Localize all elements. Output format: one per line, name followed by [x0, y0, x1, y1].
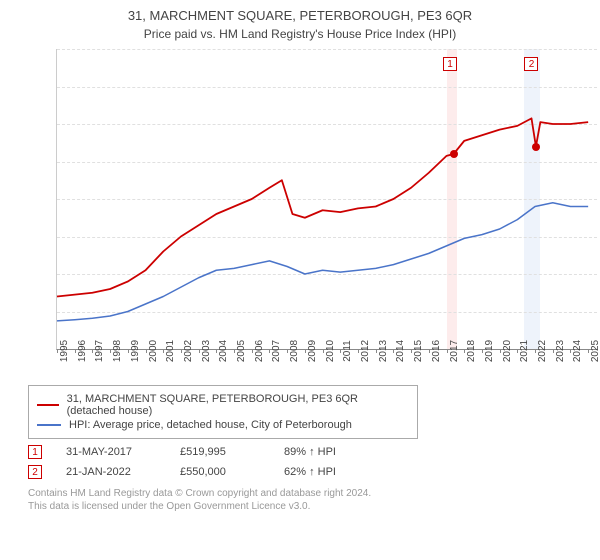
chart-marker-dot — [532, 143, 540, 151]
page-title: 31, MARCHMENT SQUARE, PETERBOROUGH, PE3 … — [0, 0, 600, 23]
footer-note: Contains HM Land Registry data © Crown c… — [28, 479, 588, 513]
transaction-row: 1 31-MAY-2017 £519,995 89% ↑ HPI — [28, 439, 588, 459]
x-tick-label: 2015 — [413, 340, 424, 362]
x-tick-label: 1998 — [112, 340, 123, 362]
x-tick-label: 1999 — [130, 340, 141, 362]
x-tick-label: 2003 — [201, 340, 212, 362]
x-tick-label: 2005 — [236, 340, 247, 362]
legend-box: 31, MARCHMENT SQUARE, PETERBOROUGH, PE3 … — [28, 385, 418, 439]
transaction-marker: 1 — [28, 445, 42, 459]
x-tick-label: 2004 — [218, 340, 229, 362]
x-tick-label: 2011 — [342, 340, 353, 362]
transaction-date: 21-JAN-2022 — [66, 466, 156, 478]
x-tick-label: 2001 — [165, 340, 176, 362]
transaction-price: £550,000 — [180, 466, 260, 478]
transaction-row: 2 21-JAN-2022 £550,000 62% ↑ HPI — [28, 459, 588, 479]
legend-swatch — [37, 424, 61, 426]
x-tick-label: 1997 — [94, 340, 105, 362]
series-hpi — [57, 203, 588, 321]
chart-area: 12 1995199619971998199920002001200220032… — [40, 49, 600, 379]
chart-container: 31, MARCHMENT SQUARE, PETERBOROUGH, PE3 … — [0, 0, 600, 560]
x-tick-label: 2007 — [271, 340, 282, 362]
legend-label: HPI: Average price, detached house, City… — [69, 419, 352, 431]
footer-line1: Contains HM Land Registry data © Crown c… — [28, 487, 588, 500]
x-tick-label: 2006 — [254, 340, 265, 362]
x-tick-label: 2012 — [360, 340, 371, 362]
x-tick-label: 2022 — [537, 340, 548, 362]
x-tick-label: 2025 — [590, 340, 600, 362]
transaction-marker: 2 — [28, 465, 42, 479]
transaction-delta: 62% ↑ HPI — [284, 466, 336, 478]
legend-row: 31, MARCHMENT SQUARE, PETERBOROUGH, PE3 … — [37, 392, 409, 418]
x-tick-label: 2018 — [466, 340, 477, 362]
info-area: 31, MARCHMENT SQUARE, PETERBOROUGH, PE3 … — [28, 385, 588, 513]
transaction-delta: 89% ↑ HPI — [284, 446, 336, 458]
x-tick-label: 2009 — [307, 340, 318, 362]
transaction-date: 31-MAY-2017 — [66, 446, 156, 458]
legend-row: HPI: Average price, detached house, City… — [37, 418, 409, 432]
chart-marker-box: 1 — [443, 57, 457, 71]
x-tick-label: 2019 — [484, 340, 495, 362]
legend-swatch — [37, 404, 59, 406]
x-tick-label: 2014 — [395, 340, 406, 362]
x-tick-label: 2021 — [519, 340, 530, 362]
x-tick-label: 2010 — [325, 340, 336, 362]
chart-marker-dot — [450, 150, 458, 158]
series-svg — [57, 49, 597, 349]
x-tick-label: 2002 — [183, 340, 194, 362]
x-tick-label: 2008 — [289, 340, 300, 362]
footer-line2: This data is licensed under the Open Gov… — [28, 500, 588, 513]
x-tick-label: 2024 — [572, 340, 583, 362]
x-tick-label: 2013 — [378, 340, 389, 362]
page-subtitle: Price paid vs. HM Land Registry's House … — [0, 23, 600, 45]
x-tick-label: 1996 — [77, 340, 88, 362]
legend-label: 31, MARCHMENT SQUARE, PETERBOROUGH, PE3 … — [67, 393, 409, 417]
x-tick-label: 2016 — [431, 340, 442, 362]
transaction-price: £519,995 — [180, 446, 260, 458]
x-axis-labels: 1995199619971998199920002001200220032004… — [56, 349, 596, 379]
x-tick-label: 2020 — [502, 340, 513, 362]
x-tick-label: 2023 — [555, 340, 566, 362]
x-tick-label: 2017 — [449, 340, 460, 362]
x-tick-label: 2000 — [148, 340, 159, 362]
plot-area: 12 — [56, 49, 597, 350]
chart-marker-box: 2 — [524, 57, 538, 71]
x-tick-label: 1995 — [59, 340, 70, 362]
